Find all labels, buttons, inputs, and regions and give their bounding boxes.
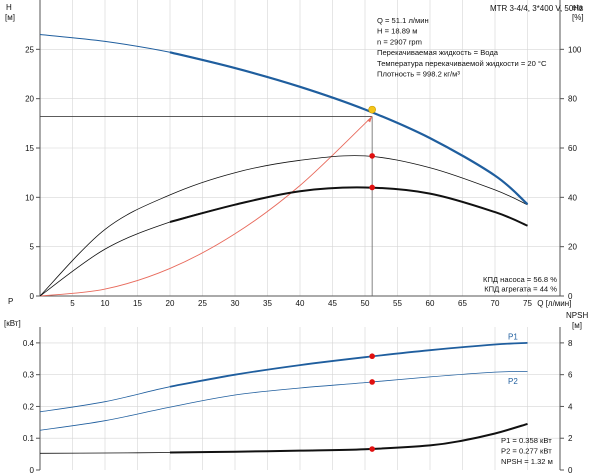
x-tick-label: 30 bbox=[231, 299, 240, 308]
duty-info-line: n = 2907 rpm bbox=[377, 37, 422, 46]
bottom-right-tick-label: 4 bbox=[568, 402, 573, 411]
bottom-right-axis-unit: [м] bbox=[572, 321, 582, 330]
x-tick-label: 10 bbox=[101, 299, 110, 308]
x-tick-label: 60 bbox=[426, 299, 435, 308]
right-tick-label: 100 bbox=[568, 45, 582, 54]
bottom-left-axis-unit: [кВт] bbox=[4, 319, 21, 328]
npsh-duty-marker bbox=[369, 446, 375, 452]
p2-series-label: P2 bbox=[508, 377, 518, 386]
top-left-axis-label: H bbox=[6, 3, 12, 12]
efficiency-info-line: КПД насоса = 56.8 % bbox=[483, 275, 557, 284]
x-axis-label: Q [л/мин] bbox=[537, 299, 571, 308]
eta-pump-line bbox=[39, 155, 528, 297]
bottom-right-tick-label: 8 bbox=[568, 339, 573, 348]
p2-curve-line bbox=[39, 371, 528, 431]
duty-info-line: Q = 51.1 л/мин bbox=[377, 16, 429, 25]
efficiency-info-line: КПД агрегата = 44 % bbox=[484, 285, 557, 294]
x-tick-label: 50 bbox=[361, 299, 370, 308]
x-tick-label: 40 bbox=[296, 299, 305, 308]
bottom-left-tick-label: 0.3 bbox=[23, 371, 35, 380]
right-tick-label: 20 bbox=[568, 243, 577, 252]
duty-info-line: Температура перекачиваемой жидкости = 20… bbox=[377, 59, 547, 68]
top-right-axis-label: eta bbox=[572, 3, 584, 12]
x-tick-label: 5 bbox=[70, 299, 75, 308]
p1-curve-line bbox=[39, 342, 528, 413]
left-tick-label: 10 bbox=[25, 193, 34, 202]
head-curve-line-operating bbox=[169, 51, 529, 206]
bottom-right-tick-label: 2 bbox=[568, 434, 573, 443]
x-tick-label: 20 bbox=[166, 299, 175, 308]
eta-unit-duty-marker bbox=[369, 184, 375, 191]
x-tick-label: 45 bbox=[328, 299, 337, 308]
power-info-line: P2 = 0.277 кВт bbox=[501, 447, 552, 456]
x-tick-label: 25 bbox=[198, 299, 207, 308]
p1-series-label: P1 bbox=[508, 333, 518, 342]
left-tick-label: 20 bbox=[25, 95, 34, 104]
system-curve-arrow bbox=[367, 116, 373, 123]
right-tick-label: 0 bbox=[568, 292, 573, 301]
bottom-series-layer: P1 P2 bbox=[39, 333, 528, 454]
duty-info-line: H = 18.89 м bbox=[377, 27, 417, 36]
bottom-left-tick-label: 0.2 bbox=[23, 402, 35, 411]
power-info-line: P1 = 0.358 кВт bbox=[501, 436, 552, 445]
top-tick-labels: 5 10 15 20 25 30 35 40 45 50 55 60 65 70 75 Q [л/мин]05… bbox=[25, 45, 582, 308]
npsh-curve-line bbox=[39, 423, 528, 454]
duty-info-line: Перекачиваемая жидкость = Вода bbox=[377, 48, 499, 57]
power-info-line: NPSH = 1.32 м bbox=[501, 457, 553, 466]
duty-info-line: Плотность = 998.2 кг/м³ bbox=[377, 70, 460, 79]
bottom-tick-labels: 0 0.1 0.2 0.3 0.4 0 2 4 6 8 bbox=[23, 339, 573, 474]
bottom-axes bbox=[39, 327, 561, 470]
right-tick-label: 40 bbox=[568, 193, 577, 202]
bottom-right-axis-label: NPSH bbox=[566, 311, 588, 320]
duty-point-marker bbox=[368, 105, 376, 114]
eta-unit-line-operating bbox=[169, 186, 528, 227]
p1-curve-line-operating bbox=[169, 342, 528, 388]
x-tick-label: 55 bbox=[393, 299, 402, 308]
right-tick-label: 80 bbox=[568, 95, 577, 104]
efficiency-info-block: КПД насоса = 56.8 %КПД агрегата = 44 % bbox=[483, 275, 557, 294]
left-tick-label: 5 bbox=[30, 243, 35, 252]
x-tick-label: 75 bbox=[523, 299, 532, 308]
top-left-axis-unit: [м] bbox=[5, 13, 15, 22]
x-tick-label: 65 bbox=[458, 299, 467, 308]
left-tick-label: 15 bbox=[25, 144, 34, 153]
eta-pump-duty-marker bbox=[369, 153, 375, 159]
p2-duty-marker bbox=[369, 379, 375, 385]
chart-title: MTR 3-4/4, 3*400 V, 50Hz bbox=[490, 4, 583, 13]
left-tick-label: 25 bbox=[25, 45, 34, 54]
eta-unit-line bbox=[39, 187, 528, 297]
bottom-right-tick-label: 0 bbox=[568, 466, 573, 474]
top-series-layer bbox=[39, 34, 529, 297]
right-tick-label: 60 bbox=[568, 144, 577, 153]
bottom-right-tick-label: 6 bbox=[568, 371, 573, 380]
x-tick-label: 70 bbox=[491, 299, 500, 308]
bottom-left-tick-label: 0.4 bbox=[23, 339, 35, 348]
x-tick-label: 35 bbox=[263, 299, 272, 308]
bottom-left-axis-label: P bbox=[8, 297, 13, 306]
top-grid bbox=[40, 0, 560, 296]
x-tick-label: 15 bbox=[133, 299, 142, 308]
bottom-left-tick-label: 0 bbox=[30, 466, 35, 474]
left-tick-label: 0 bbox=[30, 292, 35, 301]
top-right-axis-unit: [%] bbox=[572, 13, 584, 22]
p1-duty-marker bbox=[369, 353, 375, 360]
system-curve-line bbox=[39, 116, 373, 297]
duty-info-block: Q = 51.1 л/мин H = 18.89 мn = 2907 rpm Пер… bbox=[377, 16, 547, 79]
npsh-curve-line-operating bbox=[169, 422, 528, 454]
bottom-grid bbox=[40, 327, 560, 470]
bottom-left-tick-label: 0.1 bbox=[23, 434, 35, 443]
